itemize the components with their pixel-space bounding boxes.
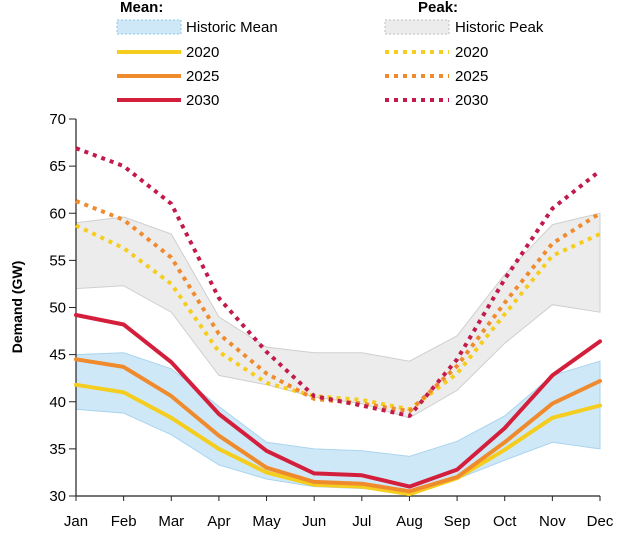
legend-historic-mean-label: Historic Mean bbox=[186, 19, 278, 36]
y-tick-label: 35 bbox=[49, 441, 66, 458]
x-tick-label: Aug bbox=[396, 513, 423, 530]
legend-peak-2025-label: 2025 bbox=[455, 68, 488, 85]
historic-peak-band bbox=[75, 212, 601, 419]
x-tick-label: Jul bbox=[352, 513, 371, 530]
y-tick-label: 40 bbox=[49, 394, 66, 411]
series-peak-2025-line bbox=[75, 199, 602, 414]
series-lines bbox=[74, 146, 602, 497]
legend-historic-peak-swatch bbox=[384, 19, 450, 35]
series-peak-2030-line bbox=[75, 146, 602, 418]
axes: 30 35 40 45 50 55 60 65 70 Jan Feb Mar Apr May Jun Jul A… bbox=[49, 111, 614, 530]
series-peak-2020-line bbox=[75, 223, 601, 412]
x-tick-label: Oct bbox=[493, 513, 517, 530]
x-tick-label: Mar bbox=[158, 513, 184, 530]
x-tick-label: Apr bbox=[207, 513, 230, 530]
y-tick-label: 50 bbox=[49, 300, 66, 317]
legend: Mean: Peak: Historic Mean Historic Peak … bbox=[116, 0, 544, 109]
x-tick-label: Sep bbox=[444, 513, 471, 530]
historic-mean-band bbox=[75, 352, 601, 491]
legend-peak-heading: Peak: bbox=[418, 0, 458, 16]
legend-mean-heading: Mean: bbox=[120, 0, 163, 16]
y-tick-label: 65 bbox=[49, 158, 66, 175]
legend-mean-2030-label: 2030 bbox=[186, 92, 219, 109]
legend-peak-2030-label: 2030 bbox=[455, 92, 488, 109]
legend-mean-2025-label: 2025 bbox=[186, 68, 219, 85]
x-tick-label: Dec bbox=[587, 513, 614, 530]
x-tick-label: Jan bbox=[64, 513, 88, 530]
series-mean-2025-line bbox=[74, 357, 602, 494]
y-tick-label: 60 bbox=[49, 205, 66, 222]
legend-peak-2020-label: 2020 bbox=[455, 44, 488, 61]
y-tick-label: 55 bbox=[49, 252, 66, 269]
y-tick-label: 30 bbox=[49, 488, 66, 505]
y-tick-label: 70 bbox=[49, 111, 66, 128]
x-tick-label: Nov bbox=[539, 513, 566, 530]
x-tick-label: May bbox=[252, 513, 281, 530]
y-axis-label: Demand (GW) bbox=[9, 261, 25, 354]
x-tick-label: Jun bbox=[302, 513, 326, 530]
legend-historic-mean-swatch bbox=[116, 19, 182, 35]
bands bbox=[75, 212, 601, 491]
legend-mean-2020-label: 2020 bbox=[186, 44, 219, 61]
series-mean-2030-line bbox=[74, 313, 602, 489]
x-tick-label: Feb bbox=[111, 513, 137, 530]
series-mean-2020-line bbox=[74, 382, 602, 497]
legend-historic-peak-label: Historic Peak bbox=[455, 19, 544, 36]
y-tick-label: 45 bbox=[49, 347, 66, 364]
